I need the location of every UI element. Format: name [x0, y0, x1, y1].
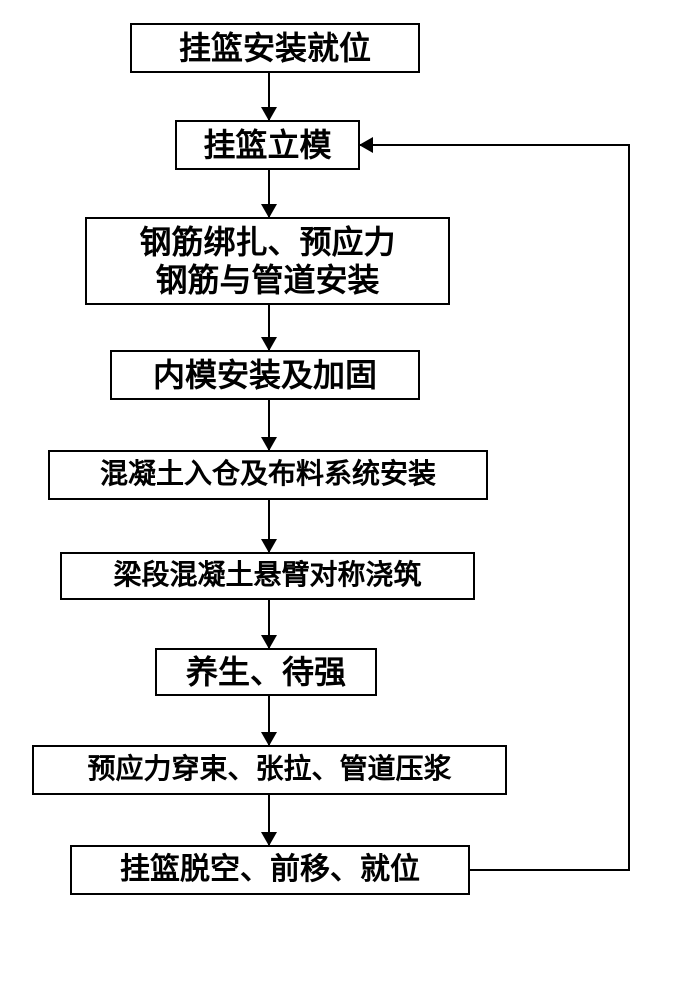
node-label: 混凝土入仓及布料系统安装	[100, 458, 436, 492]
node-label: 钢筋绑扎、预应力 钢筋与管道安装	[139, 223, 395, 300]
node-label: 挂篮立模	[203, 126, 331, 164]
arrow-6-7	[268, 600, 270, 648]
feedback-right	[628, 144, 630, 871]
node-inner-mold: 内模安装及加固	[110, 350, 420, 400]
arrow-3-4	[268, 305, 270, 350]
node-cantilever-pour: 梁段混凝土悬臂对称浇筑	[60, 552, 475, 600]
node-label: 挂篮安装就位	[179, 29, 371, 67]
arrow-8-9	[268, 795, 270, 845]
arrow-5-6	[268, 500, 270, 552]
node-curing: 养生、待强	[155, 648, 377, 696]
arrow-7-8	[268, 696, 270, 745]
flowchart-container: 挂篮安装就位 挂篮立模 钢筋绑扎、预应力 钢筋与管道安装 内模安装及加固 混凝土…	[0, 0, 686, 1000]
node-label: 挂篮脱空、前移、就位	[120, 852, 420, 888]
node-prestress: 预应力穿束、张拉、管道压浆	[32, 745, 507, 795]
node-install: 挂篮安装就位	[130, 23, 420, 73]
node-move-forward: 挂篮脱空、前移、就位	[70, 845, 470, 895]
node-formwork: 挂篮立模	[175, 120, 360, 170]
feedback-top	[360, 144, 630, 146]
node-label: 内模安装及加固	[153, 356, 377, 394]
arrow-4-5	[268, 400, 270, 450]
feedback-bottom	[470, 869, 630, 871]
node-label: 预应力穿束、张拉、管道压浆	[87, 753, 451, 787]
node-concrete-system: 混凝土入仓及布料系统安装	[48, 450, 488, 500]
arrow-2-3	[268, 170, 270, 217]
node-label: 养生、待强	[186, 653, 346, 691]
node-rebar: 钢筋绑扎、预应力 钢筋与管道安装	[85, 217, 450, 305]
node-label: 梁段混凝土悬臂对称浇筑	[113, 559, 421, 593]
arrow-1-2	[268, 73, 270, 120]
